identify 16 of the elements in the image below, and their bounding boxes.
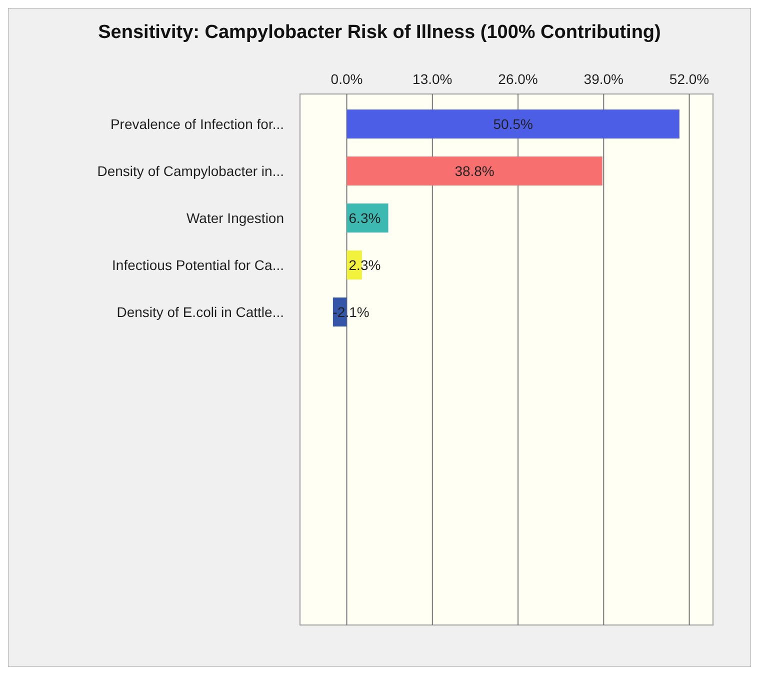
data-label: 6.3% <box>348 210 381 226</box>
x-tick-label: 52.0% <box>669 71 710 87</box>
x-tick-label: 26.0% <box>498 71 538 87</box>
y-tick-label: Density of Campylobacter in... <box>97 163 284 179</box>
data-label: 50.5% <box>493 116 533 132</box>
x-tick-label: 0.0% <box>330 71 363 87</box>
y-tick-label: Prevalence of Infection for... <box>110 116 284 132</box>
x-tick-label: 13.0% <box>412 71 452 87</box>
bar <box>346 156 602 186</box>
x-tick-label: 39.0% <box>584 71 624 87</box>
chart-title: Sensitivity: Campylobacter Risk of Illness (100% Contributing) <box>98 22 661 43</box>
data-label: 38.8% <box>454 163 494 179</box>
bar <box>346 110 680 138</box>
y-tick-label: Water Ingestion <box>186 210 284 226</box>
y-tick-label: Infectious Potential for Ca... <box>112 257 284 273</box>
y-tick-label: Density of E.coli in Cattle... <box>116 304 284 320</box>
